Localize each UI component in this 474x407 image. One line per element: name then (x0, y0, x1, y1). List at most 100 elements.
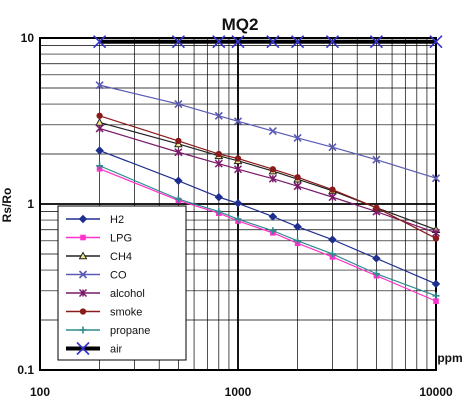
data-point (78, 270, 88, 279)
data-point (433, 298, 439, 304)
data-point (234, 215, 242, 223)
data-point (369, 35, 383, 49)
data-point (214, 111, 223, 120)
data-point (95, 81, 104, 90)
data-point (372, 155, 381, 164)
legend-label: propane (110, 325, 150, 337)
data-point (431, 228, 441, 237)
data-point (231, 35, 245, 49)
legend-entry: CH4 (66, 251, 132, 263)
legend-label: alcohol (110, 288, 145, 300)
chart-title: MQ2 (222, 15, 259, 34)
data-point (269, 166, 277, 173)
data-point (95, 124, 104, 133)
data-point (215, 208, 223, 216)
data-point (269, 227, 277, 235)
data-point (80, 234, 86, 241)
data-point (293, 222, 302, 231)
data-point (293, 133, 302, 143)
legend-label: CH4 (110, 251, 132, 263)
data-point (76, 341, 90, 356)
data-point (429, 35, 443, 49)
legend-label: air (110, 344, 123, 356)
data-point (78, 214, 88, 224)
series-co (95, 81, 441, 183)
data-point (171, 35, 185, 49)
data-point (325, 35, 340, 49)
data-point (294, 174, 301, 181)
y-tick-label: 1 (27, 197, 34, 211)
data-point (96, 162, 104, 170)
x-tick-label: 100 (30, 385, 50, 399)
data-point (79, 308, 87, 315)
series-propane (96, 162, 440, 300)
data-point (215, 150, 222, 158)
data-point (432, 235, 440, 242)
legend-entry: smoke (66, 307, 142, 319)
data-point (291, 35, 305, 49)
x-tick-label: 1000 (225, 385, 252, 399)
data-point (328, 193, 337, 202)
data-point (328, 250, 336, 258)
data-point (268, 127, 277, 136)
legend-label: CO (110, 270, 127, 282)
data-point (174, 176, 183, 185)
data-point (214, 192, 224, 202)
data-point (234, 155, 242, 162)
legend-label: LPG (110, 233, 132, 245)
data-point (431, 279, 441, 289)
x-tick-label: 10000 (419, 385, 453, 399)
x-axis-label: ppm (437, 351, 462, 365)
legend-entry: CO (66, 270, 127, 282)
data-point (175, 137, 182, 145)
y-tick-label: 0.1 (17, 363, 34, 377)
data-point (212, 35, 226, 49)
data-point (266, 35, 280, 49)
data-point (268, 212, 278, 221)
data-point (95, 117, 104, 126)
data-point (78, 288, 88, 298)
data-point (329, 186, 336, 193)
legend: H2 LPG CH4 CO alcohol smoke propane air (57, 205, 187, 361)
y-axis-label: Rs/Ro (0, 188, 14, 223)
data-point (95, 146, 104, 155)
legend-label: H2 (110, 214, 124, 226)
y-tick-label: 10 (21, 31, 35, 45)
data-point (372, 254, 381, 263)
data-point (328, 235, 337, 244)
data-point (78, 251, 88, 260)
data-point (174, 99, 183, 109)
legend-entry: H2 (66, 214, 124, 226)
data-point (233, 117, 243, 126)
data-point (174, 195, 182, 203)
data-point (293, 182, 302, 191)
series-h2 (95, 146, 441, 289)
data-point (328, 143, 337, 152)
legend-label: smoke (110, 307, 142, 319)
data-point (79, 326, 87, 334)
legend-entry: LPG (66, 233, 132, 245)
data-point (93, 35, 107, 49)
legend-box (57, 205, 187, 361)
legend-entry: alcohol (66, 288, 145, 300)
data-point (372, 270, 380, 278)
data-point (373, 204, 380, 211)
data-point (432, 292, 440, 300)
data-point (214, 159, 223, 168)
legend-entry: air (66, 341, 123, 356)
series-smoke (96, 112, 440, 242)
series-lines (93, 35, 443, 304)
data-point (233, 199, 243, 208)
legend-entry: propane (66, 325, 150, 337)
data-point (96, 112, 103, 119)
data-point (431, 174, 441, 183)
x-tick-labels: 100 1000 10000 (30, 385, 453, 399)
data-point (233, 165, 243, 174)
plot-frame (39, 37, 437, 371)
y-tick-labels: 0.1 1 10 (17, 31, 34, 377)
data-point (268, 174, 277, 183)
data-point (174, 148, 183, 157)
data-point (294, 237, 302, 245)
series-air (93, 35, 443, 49)
